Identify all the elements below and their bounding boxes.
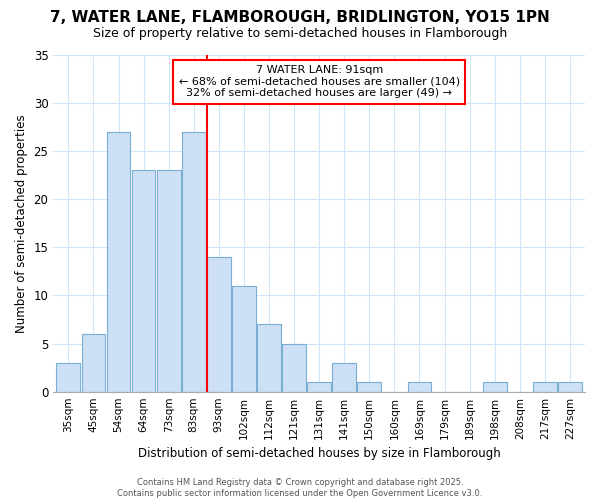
Bar [307,382,331,392]
Bar [257,324,281,392]
Text: 7 WATER LANE: 91sqm
← 68% of semi-detached houses are smaller (104)
32% of semi-: 7 WATER LANE: 91sqm ← 68% of semi-detach… [179,65,460,98]
Bar [131,170,155,392]
Bar [207,257,231,392]
Bar [483,382,506,392]
Text: Size of property relative to semi-detached houses in Flamborough: Size of property relative to semi-detach… [93,28,507,40]
Bar [56,363,80,392]
Text: 7, WATER LANE, FLAMBOROUGH, BRIDLINGTON, YO15 1PN: 7, WATER LANE, FLAMBOROUGH, BRIDLINGTON,… [50,10,550,25]
Bar [107,132,130,392]
Bar [182,132,206,392]
Bar [82,334,106,392]
Bar [407,382,431,392]
Bar [282,344,306,392]
X-axis label: Distribution of semi-detached houses by size in Flamborough: Distribution of semi-detached houses by … [138,447,500,460]
Bar [533,382,557,392]
Text: Contains HM Land Registry data © Crown copyright and database right 2025.
Contai: Contains HM Land Registry data © Crown c… [118,478,482,498]
Bar [232,286,256,392]
Y-axis label: Number of semi-detached properties: Number of semi-detached properties [15,114,28,332]
Bar [358,382,381,392]
Bar [157,170,181,392]
Bar [332,363,356,392]
Bar [558,382,582,392]
